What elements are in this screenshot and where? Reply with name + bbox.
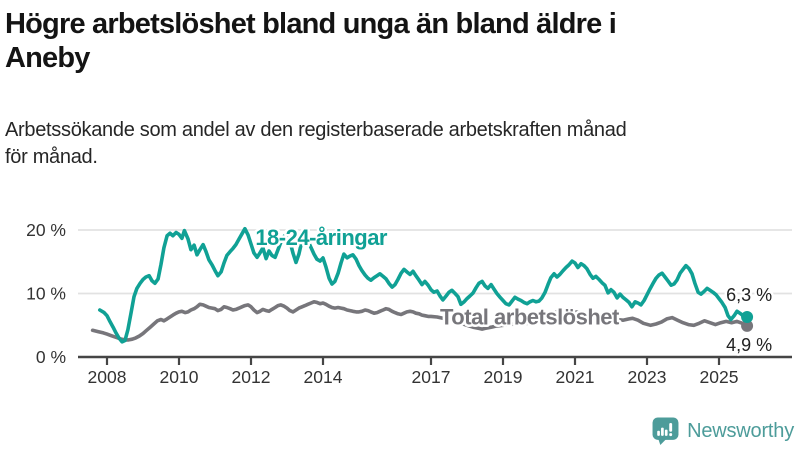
page-title: Högre arbetslöshet bland unga än bland ä…: [5, 8, 796, 75]
title-line-1: Högre arbetslöshet bland unga än bland ä…: [5, 8, 617, 40]
chart-subtitle: Arbetssökande som andel av den registerb…: [5, 117, 796, 170]
subtitle-line-2: för månad.: [5, 145, 98, 168]
end-value-label: 4,9 %: [726, 335, 772, 355]
subtitle-line-1: Arbetssökande som andel av den registerb…: [5, 119, 627, 142]
x-tick-label: 2021: [556, 367, 595, 387]
y-tick-label: 0 %: [36, 347, 66, 367]
y-tick-label: 10 %: [26, 284, 66, 304]
y-tick-label: 20 %: [26, 220, 66, 240]
x-tick-label: 2010: [160, 367, 199, 387]
x-tick-label: 2008: [88, 367, 127, 387]
newsworthy-logo: Newsworthy: [652, 417, 794, 445]
series-line: [90, 299, 749, 342]
series-label: Total arbetslöshet: [440, 304, 620, 329]
end-dot: [741, 310, 754, 323]
end-value-label: 6,3 %: [726, 285, 772, 305]
x-tick-label: 2012: [232, 367, 271, 387]
x-tick-label: 2014: [304, 367, 343, 387]
x-tick-label: 2019: [484, 367, 523, 387]
x-tick-label: 2025: [700, 367, 739, 387]
chart-header: Högre arbetslöshet bland unga än bland ä…: [5, 8, 796, 170]
newsworthy-logo-icon: [652, 417, 679, 445]
end-dot: [741, 319, 754, 332]
series-line: [98, 226, 749, 344]
title-line-2: Aneby: [5, 41, 90, 74]
series-label: 18-24-åringar: [255, 225, 388, 250]
brand-name: Newsworthy: [687, 419, 794, 442]
x-tick-label: 2023: [628, 367, 667, 387]
x-tick-label: 2017: [412, 367, 451, 387]
